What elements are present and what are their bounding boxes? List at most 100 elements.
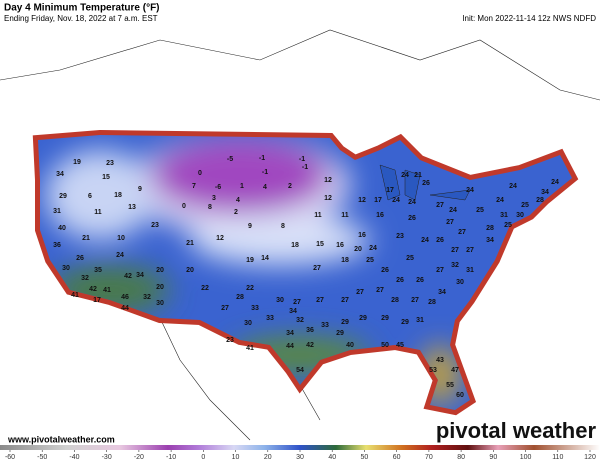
temperature-label: 33 — [266, 315, 274, 322]
colorbar-label: 80 — [457, 454, 465, 461]
temperature-label: 41 — [71, 292, 79, 299]
temperature-label: 0 — [182, 203, 186, 210]
temperature-label: -1 — [262, 169, 268, 176]
temperature-label: 24 — [496, 197, 504, 204]
colorbar-label: 120 — [584, 454, 596, 461]
temperature-label: 43 — [436, 357, 444, 364]
temperature-label: 27 — [411, 297, 419, 304]
temperature-label: 12 — [324, 177, 332, 184]
colorbar-label: 30 — [296, 454, 304, 461]
temperature-label: 27 — [376, 287, 384, 294]
temperature-label: 26 — [381, 267, 389, 274]
temperature-label: 2 — [288, 183, 292, 190]
colorbar-label: 90 — [489, 454, 497, 461]
temperature-label: 24 — [369, 245, 377, 252]
temperature-label: 4 — [236, 197, 240, 204]
temperature-label: 31 — [416, 317, 424, 324]
temperature-label: 28 — [428, 299, 436, 306]
temperature-label: 27 — [458, 229, 466, 236]
temperature-label: 30 — [244, 320, 252, 327]
temperature-label: 44 — [286, 343, 294, 350]
temperature-label: 11 — [341, 212, 349, 219]
temperature-label: 28 — [486, 225, 494, 232]
temperature-label: 23 — [106, 160, 114, 167]
colorbar-label: 110 — [552, 454, 563, 461]
colorbar-label: 0 — [201, 454, 205, 461]
temperature-label: -1 — [299, 156, 305, 163]
temperature-label: 14 — [261, 255, 269, 262]
temperature-label: 9 — [248, 223, 252, 230]
temperature-label: -5 — [227, 156, 233, 163]
temperature-label: 28 — [391, 297, 399, 304]
temperature-label: 60 — [456, 392, 464, 399]
website: www.pivotalweather.com — [7, 434, 115, 444]
temperature-label: 42 — [306, 342, 314, 349]
temperature-label: 29 — [59, 193, 67, 200]
colorbar-label: 10 — [232, 454, 240, 461]
temperature-label: 20 — [354, 246, 362, 253]
temperature-label: 26 — [436, 237, 444, 244]
temperature-label: 32 — [296, 317, 304, 324]
temperature-label: 18 — [291, 242, 299, 249]
temperature-label: 30 — [516, 212, 524, 219]
temperature-label: 21 — [414, 172, 422, 179]
temperature-label: 29 — [336, 330, 344, 337]
temperature-label: 15 — [102, 174, 110, 181]
colorbar-label: -10 — [166, 454, 176, 461]
temperature-label: 44 — [121, 305, 129, 312]
temperature-label: 34 — [486, 237, 494, 244]
colorbar-label: 100 — [520, 454, 532, 461]
temperature-label: 29 — [401, 319, 409, 326]
basemap — [0, 29, 600, 441]
temperature-label: 33 — [321, 322, 329, 329]
temperature-label: 31 — [466, 267, 474, 274]
temperature-label: 18 — [114, 192, 122, 199]
temperature-label: 24 — [551, 179, 559, 186]
temperature-label: 53 — [429, 367, 437, 374]
colorbar-label: 70 — [425, 454, 433, 461]
temperature-label: 24 — [466, 187, 474, 194]
temperature-label: 26 — [416, 277, 424, 284]
temperature-label: 27 — [356, 289, 364, 296]
temperature-label: 3 — [212, 195, 216, 202]
temperature-label: 17 — [386, 187, 394, 194]
temperature-label: 24 — [392, 197, 400, 204]
temperature-label: 34 — [136, 272, 144, 279]
temperature-label: 33 — [251, 305, 259, 312]
temperature-label: 24 — [116, 252, 124, 259]
temperature-label: 23 — [226, 337, 234, 344]
temperature-label: 45 — [396, 342, 404, 349]
temperature-label: 34 — [289, 308, 297, 315]
temperature-label: 31 — [500, 212, 508, 219]
temperature-label: 10 — [117, 235, 125, 242]
temperature-label: 18 — [341, 257, 349, 264]
temperature-label: 19 — [246, 257, 254, 264]
temperature-label: 4 — [263, 184, 267, 191]
temperature-label: 29 — [381, 315, 389, 322]
temperature-label: 25 — [366, 257, 374, 264]
temperature-label: 17 — [374, 197, 382, 204]
brand: pivotal weather — [436, 418, 597, 443]
temperature-label: 8 — [208, 204, 212, 211]
temperature-label: 27 — [316, 297, 324, 304]
temperature-label: 21 — [186, 240, 194, 247]
temperature-label: 19 — [73, 159, 81, 166]
temperature-label: 17 — [93, 297, 101, 304]
colorbar — [0, 445, 600, 450]
temperature-label: 29 — [341, 319, 349, 326]
temperature-label: 24 — [401, 172, 409, 179]
temperature-label: 25 — [406, 255, 414, 262]
temperature-label: 26 — [408, 215, 416, 222]
temperature-label: 28 — [236, 294, 244, 301]
temperature-label: 34 — [56, 171, 64, 178]
temperature-label: 24 — [509, 183, 517, 190]
temperature-label: 28 — [536, 197, 544, 204]
temperature-label: 27 — [451, 247, 459, 254]
temperature-label: 24 — [449, 207, 457, 214]
temperature-label: 1 — [240, 183, 244, 190]
temperature-label: 8 — [281, 223, 285, 230]
temperature-label: 27 — [293, 299, 301, 306]
temperature-label: 31 — [53, 208, 61, 215]
temperature-label: 7 — [192, 183, 196, 190]
